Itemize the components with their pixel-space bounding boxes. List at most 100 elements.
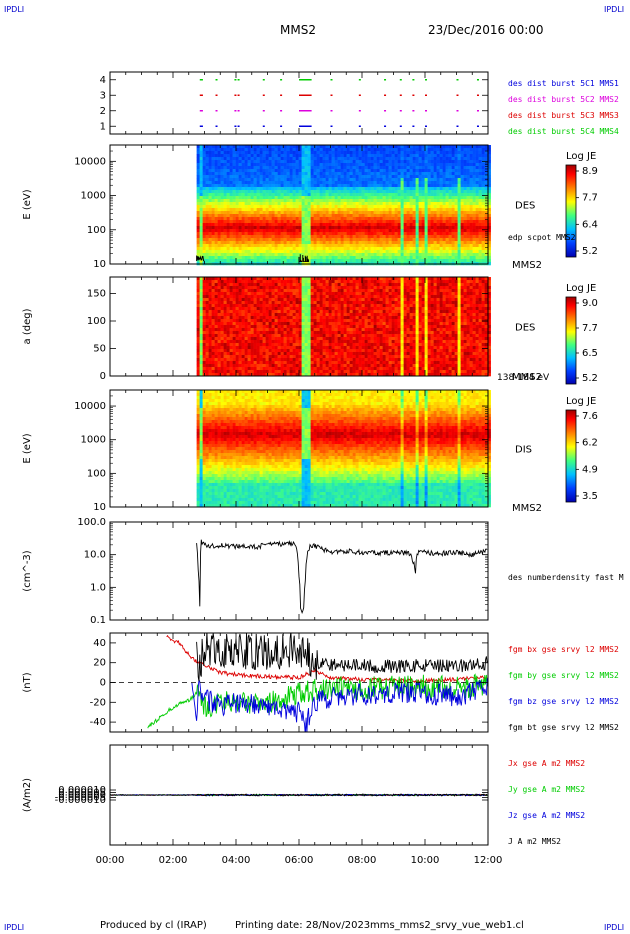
spectrogram-cell (367, 247, 371, 251)
spectrogram-cell (466, 175, 470, 179)
spectrogram-cell (475, 187, 479, 191)
spectrogram-cell (238, 244, 242, 248)
spectrogram-cell (472, 256, 476, 260)
spectrogram-cell (373, 175, 377, 179)
spectrogram-cell (217, 286, 221, 290)
spectrogram-cell (268, 232, 272, 236)
spectrogram-cell (343, 232, 347, 236)
spectrogram-cell (310, 154, 314, 158)
spectrogram-cell (331, 184, 335, 188)
spectrogram-cell (382, 163, 386, 167)
spectrogram-cell (376, 157, 380, 161)
spectrogram-cell (403, 145, 407, 149)
spectrogram-cell (331, 259, 335, 263)
spectrogram-cell (463, 211, 467, 215)
spectrogram-cell (412, 235, 416, 239)
spectrogram-cell (268, 304, 272, 308)
spectrogram-cell (478, 235, 482, 239)
spectrogram-cell (304, 187, 308, 191)
spectrogram-cell (202, 232, 206, 236)
spectrogram-cell (466, 232, 470, 236)
spectrogram-cell (259, 169, 263, 173)
spectrogram-cell (208, 223, 212, 227)
spectrogram-cell (325, 169, 329, 173)
spectrogram-cell (349, 220, 353, 224)
spectrogram-cell (409, 148, 413, 152)
spectrogram-cell (460, 244, 464, 248)
spectrogram-cell (469, 193, 473, 197)
spectrogram-cell (466, 241, 470, 245)
spectrogram-cell (232, 331, 236, 335)
spectrogram-cell (400, 217, 404, 221)
spectrogram-cell (370, 211, 374, 215)
spectrogram-cell (442, 241, 446, 245)
spectrogram-cell (394, 145, 398, 149)
spectrogram-cell (364, 193, 368, 197)
spectrogram-cell (325, 226, 329, 230)
spectrogram-cell (412, 220, 416, 224)
spectrogram-cell (391, 256, 395, 260)
spectrogram-cell (337, 259, 341, 263)
spectrogram-cell (202, 343, 206, 347)
spectrogram-cell (244, 316, 248, 320)
spectrogram-cell (235, 166, 239, 170)
spectrogram-cell (241, 253, 245, 257)
spectrogram-cell (394, 169, 398, 173)
spectrogram-cell (277, 247, 281, 251)
spectrogram-cell (220, 193, 224, 197)
spectrogram-cell (334, 235, 338, 239)
spectrogram-cell (373, 256, 377, 260)
spectrogram-cell (259, 367, 263, 371)
spectrogram-cell (466, 214, 470, 218)
spectrogram-cell (472, 208, 476, 212)
spectrogram-cell (238, 238, 242, 242)
spectrogram-cell (406, 145, 410, 149)
spectrogram-cell (484, 229, 488, 233)
spectrogram-cell (412, 238, 416, 242)
spectrogram-cell (232, 193, 236, 197)
spectrogram-cell (349, 229, 353, 233)
spectrogram-cell (331, 214, 335, 218)
spectrogram-cell (427, 223, 431, 227)
spectrogram-cell (382, 178, 386, 182)
spectrogram-cell (259, 298, 263, 302)
spectrogram-cell (268, 163, 272, 167)
spectrogram-cell (199, 334, 203, 338)
spectrogram-cell (331, 250, 335, 254)
spectrogram-cell (319, 232, 323, 236)
spectrogram-cell (358, 205, 362, 209)
spectrogram-cell (481, 151, 485, 155)
spectrogram-cell (487, 187, 491, 191)
spectrogram-cell (274, 193, 278, 197)
spectrogram-cell (379, 187, 383, 191)
spectrogram-cell (217, 202, 221, 206)
spectrogram-cell (304, 235, 308, 239)
spectrogram-cell (220, 259, 224, 263)
spectrogram-cell (475, 250, 479, 254)
spectrogram-cell (277, 217, 281, 221)
spectrogram-cell (442, 172, 446, 176)
spectrogram-cell (301, 211, 305, 215)
spectrogram-cell (376, 202, 380, 206)
spectrogram-cell (259, 196, 263, 200)
spectrogram-cell (202, 352, 206, 356)
spectrogram-cell (271, 241, 275, 245)
spectrogram-cell (340, 181, 344, 185)
spectrogram-cell (208, 280, 212, 284)
spectrogram-cell (223, 199, 227, 203)
spectrogram-cell (205, 331, 209, 335)
spectrogram-cell (301, 166, 305, 170)
spectrogram-cell (202, 325, 206, 329)
spectrogram-cell (295, 190, 299, 194)
spectrogram-cell (436, 223, 440, 227)
spectrogram-cell (466, 229, 470, 233)
spectrogram-cell (220, 211, 224, 215)
spectrogram-cell (319, 166, 323, 170)
spectrogram-cell (223, 334, 227, 338)
spectrogram-cell (475, 178, 479, 182)
spectrogram-cell (223, 349, 227, 353)
spectrogram-cell (286, 145, 290, 149)
spectrogram-cell (364, 229, 368, 233)
spectrogram-cell (244, 151, 248, 155)
